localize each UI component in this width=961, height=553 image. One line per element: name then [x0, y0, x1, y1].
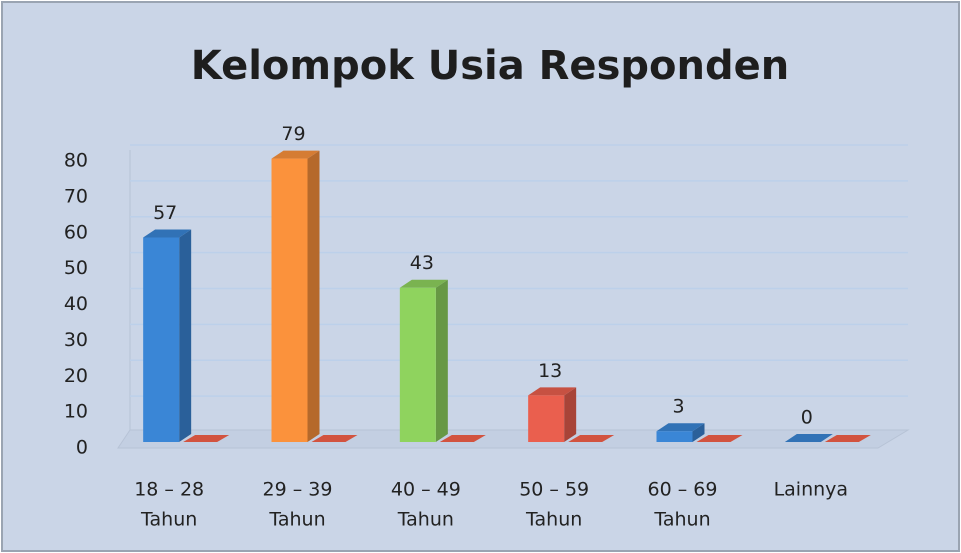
x-tick-label: Tahun [140, 509, 197, 531]
bar [656, 431, 693, 442]
y-tick-label: 50 [64, 257, 88, 279]
bar-top [656, 423, 705, 432]
chart-title: Kelompok Usia Responden [191, 43, 789, 89]
bar-side [435, 279, 448, 442]
y-tick-label: 70 [64, 185, 88, 207]
x-tick-label: 18 – 28 [134, 479, 204, 501]
y-tick-label: 10 [64, 401, 88, 423]
bar [399, 287, 436, 442]
value-label: 43 [410, 252, 434, 274]
y-tick-label: 0 [76, 437, 88, 459]
y-tick-label: 30 [64, 329, 88, 351]
bar-top [271, 150, 320, 159]
y-tick-label: 80 [64, 150, 88, 172]
x-tick-label: 60 – 69 [648, 479, 718, 501]
bar-top [784, 434, 833, 442]
bar-top [399, 279, 448, 288]
bar-top [143, 229, 192, 238]
x-tick-label: 29 – 39 [263, 479, 333, 501]
bar-side [564, 387, 577, 442]
floor-slab [183, 435, 230, 442]
value-label: 57 [153, 202, 177, 224]
floor-slab [696, 435, 743, 442]
y-tick-label: 40 [64, 293, 88, 315]
x-tick-label: 40 – 49 [391, 479, 461, 501]
x-tick-label: Tahun [397, 509, 454, 531]
floor-slab [311, 435, 358, 442]
x-tick-label: Tahun [268, 509, 325, 531]
bar [528, 395, 565, 442]
value-label: 79 [281, 123, 305, 145]
x-tick-label: Tahun [525, 509, 582, 531]
x-tick-label: 50 – 59 [519, 479, 589, 501]
floor-slab [824, 435, 871, 442]
value-label: 13 [538, 360, 562, 382]
bar-side [307, 150, 320, 442]
y-tick-label: 20 [64, 365, 88, 387]
bar-side [179, 229, 192, 442]
bar-top [528, 387, 577, 396]
y-tick-label: 60 [64, 221, 88, 243]
floor-slab [568, 435, 615, 442]
floor-slab [439, 435, 486, 442]
bar [143, 237, 180, 442]
value-label: 3 [672, 396, 684, 418]
value-label: 0 [801, 407, 813, 429]
x-tick-label: Tahun [653, 509, 710, 531]
bar-side [692, 423, 705, 442]
bar [271, 158, 308, 442]
x-tick-label: Lainnya [774, 479, 848, 501]
